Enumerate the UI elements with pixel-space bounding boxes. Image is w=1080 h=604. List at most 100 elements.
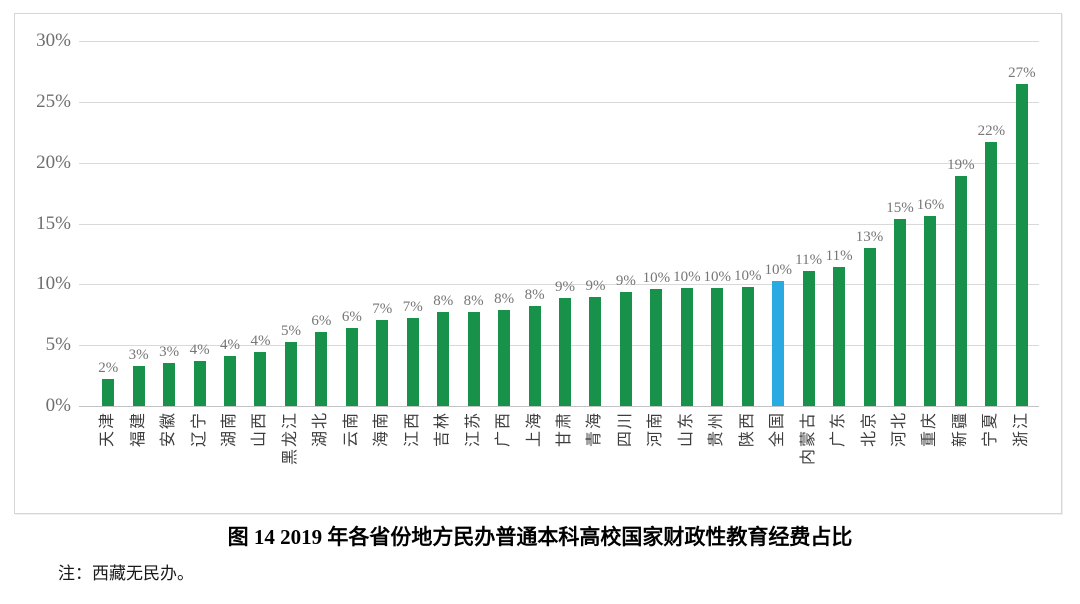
- category-label-cell: 内蒙古: [793, 408, 823, 514]
- bar-column-北京: 13%: [854, 14, 884, 406]
- gridline-25%: [79, 102, 1039, 103]
- category-label-cell: 北京: [854, 408, 884, 514]
- bar-value-label: 27%: [1008, 65, 1036, 81]
- bar-column-湖北: 6%: [306, 14, 336, 406]
- category-label: 广西: [495, 411, 513, 448]
- bar-column-四川: 9%: [611, 14, 641, 406]
- category-label: 广东: [830, 411, 848, 448]
- bar-海南: [376, 320, 389, 406]
- bar-value-label: 4%: [250, 333, 271, 349]
- bar-江西: [406, 318, 419, 406]
- category-label-cell: 广东: [824, 408, 854, 514]
- bar-column-宁夏: 22%: [976, 14, 1006, 406]
- bar-value-label: 5%: [280, 323, 301, 339]
- category-label: 安徽: [160, 411, 178, 448]
- bar-value-label: 9%: [615, 273, 636, 289]
- bar-column-贵州: 10%: [702, 14, 732, 406]
- bar-column-黑龙江: 5%: [276, 14, 306, 406]
- category-label: 浙江: [1012, 411, 1030, 448]
- bar-value-label: 10%: [703, 269, 732, 285]
- bar-陕西: [741, 287, 754, 406]
- category-label: 江苏: [464, 411, 482, 448]
- bar-column-吉林: 8%: [428, 14, 458, 406]
- bar-value-label: 8%: [433, 293, 454, 309]
- bar-column-广西: 8%: [489, 14, 519, 406]
- bar-column-浙江: 27%: [1007, 14, 1037, 406]
- y-axis-tick-label: 15%: [36, 213, 71, 234]
- bar-新疆: [954, 176, 967, 406]
- bar-value-label: 10%: [733, 268, 762, 284]
- category-label-cell: 山西: [245, 408, 275, 514]
- category-label: 重庆: [921, 411, 939, 448]
- bar-安徽: [163, 363, 176, 406]
- gridline-15%: [79, 224, 1039, 225]
- bar-column-辽宁: 4%: [184, 14, 214, 406]
- gridline-20%: [79, 163, 1039, 164]
- category-label-cell: 贵州: [702, 408, 732, 514]
- bar-value-label: 11%: [825, 248, 853, 264]
- category-label: 新疆: [951, 411, 969, 448]
- bar-column-江苏: 8%: [458, 14, 488, 406]
- bar-column-安徽: 3%: [154, 14, 184, 406]
- category-label-cell: 福建: [123, 408, 153, 514]
- category-label: 河南: [647, 411, 665, 448]
- bar-column-山东: 10%: [672, 14, 702, 406]
- bar-value-label: 3%: [159, 344, 180, 360]
- category-label-cell: 宁夏: [976, 408, 1006, 514]
- category-label: 云南: [342, 411, 360, 448]
- category-label-cell: 安徽: [154, 408, 184, 514]
- category-label-cell: 重庆: [915, 408, 945, 514]
- category-label-cell: 河北: [885, 408, 915, 514]
- bar-column-新疆: 19%: [946, 14, 976, 406]
- category-label: 辽宁: [190, 411, 208, 448]
- gridline-5%: [79, 345, 1039, 346]
- category-label-cell: 山东: [672, 408, 702, 514]
- bar-湖南: [224, 356, 237, 406]
- bar-value-label: 10%: [764, 262, 792, 278]
- bar-value-label: 9%: [555, 279, 576, 295]
- bar-value-label: 7%: [372, 301, 393, 317]
- bar-column-河北: 15%: [885, 14, 915, 406]
- chart-figure: 0% 5% 10% 15% 20% 25% 30% 2% 3% 3% 4% 4% 4% 5% 6% 6% 7%…: [14, 13, 1062, 514]
- bar-云南: [345, 328, 358, 406]
- bar-column-上海: 8%: [519, 14, 549, 406]
- bar-column-青海: 9%: [580, 14, 610, 406]
- bar-浙江: [1015, 84, 1028, 406]
- category-label: 北京: [860, 411, 878, 448]
- category-label: 山西: [251, 411, 269, 448]
- bar-湖北: [315, 332, 328, 406]
- category-label: 内蒙古: [799, 411, 817, 466]
- category-label: 福建: [129, 411, 147, 448]
- category-label-cell: 甘肃: [550, 408, 580, 514]
- bar-value-label: 3%: [128, 347, 149, 363]
- y-axis-tick-label: 5%: [45, 334, 71, 355]
- category-label-cell: 湖南: [215, 408, 245, 514]
- bar-贵州: [711, 288, 724, 406]
- y-axis-tick-label: 10%: [36, 273, 71, 294]
- category-label-cell: 四川: [611, 408, 641, 514]
- category-label: 河北: [891, 411, 908, 448]
- gridline-30%: [79, 41, 1039, 42]
- bar-江苏: [467, 312, 480, 406]
- bar-value-label: 6%: [341, 309, 362, 325]
- bar-北京: [863, 248, 876, 406]
- bar-column-山西: 4%: [245, 14, 275, 406]
- bar-value-label: 8%: [494, 291, 515, 307]
- bar-value-label: 4%: [189, 342, 210, 358]
- bar-value-label: 6%: [311, 313, 332, 329]
- bar-山西: [254, 352, 267, 406]
- bar-value-label: 9%: [585, 278, 606, 294]
- bar-value-label: 13%: [855, 229, 884, 245]
- category-label-cell: 天津: [93, 408, 123, 514]
- bar-甘肃: [559, 298, 572, 406]
- category-label-cell: 陕西: [733, 408, 763, 514]
- category-label-cell: 上海: [519, 408, 549, 514]
- category-label: 陕西: [738, 411, 756, 448]
- bar-column-陕西: 10%: [733, 14, 763, 406]
- bar-value-label: 8%: [463, 293, 484, 309]
- category-label: 全国: [769, 411, 787, 448]
- category-label-cell: 新疆: [946, 408, 976, 514]
- category-label: 江西: [403, 411, 421, 448]
- bar-column-甘肃: 9%: [550, 14, 580, 406]
- bar-column-湖南: 4%: [215, 14, 245, 406]
